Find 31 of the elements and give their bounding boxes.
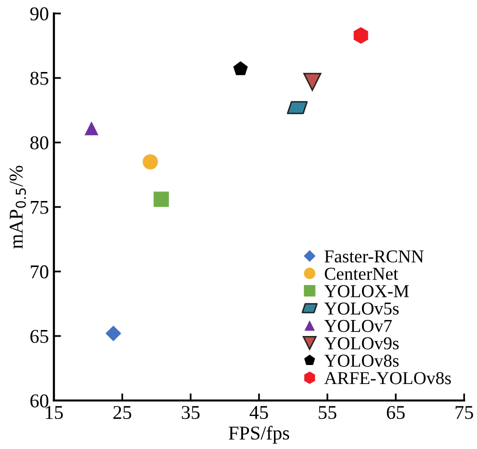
x-tick-label: 45 [250, 406, 268, 420]
x-tick-label: 75 [456, 406, 474, 420]
legend-label: CenterNet [324, 268, 398, 280]
y-tick-label: 90 [30, 7, 48, 20]
y-axis-title: mAP$_{0.5}$/% [10, 166, 26, 249]
point [233, 61, 248, 76]
legend-label: YOLOv5s [324, 302, 399, 315]
x-tick-label: 35 [182, 406, 200, 420]
y-tick-label: 75 [30, 201, 48, 214]
x-tick-label: 55 [318, 406, 336, 420]
point [84, 121, 98, 136]
point [154, 192, 169, 207]
legend-label: YOLOv9s [324, 337, 399, 350]
legend-label: ARFE-YOLOv8s [324, 372, 451, 384]
y-tick-label: 65 [30, 330, 48, 343]
point [106, 326, 122, 342]
y-tick-label: 60 [30, 394, 48, 408]
legend-label: Faster-RCNN [324, 250, 424, 262]
x-tick-label: 65 [386, 406, 405, 420]
legend-label: YOLOv7 [324, 320, 392, 332]
y-tick-label: 80 [30, 136, 48, 150]
x-tick-label: 25 [113, 406, 132, 420]
point [303, 72, 322, 91]
legend-label: YOLOv8s [324, 354, 399, 367]
y-tick-label: 70 [30, 265, 48, 278]
point [354, 27, 368, 44]
point [142, 154, 158, 170]
legend-label: YOLOX-M [324, 285, 409, 298]
x-tick-label: 15 [46, 406, 63, 420]
x-axis-title: FPS/fps [228, 426, 290, 444]
y-tick-label: 85 [30, 72, 48, 85]
